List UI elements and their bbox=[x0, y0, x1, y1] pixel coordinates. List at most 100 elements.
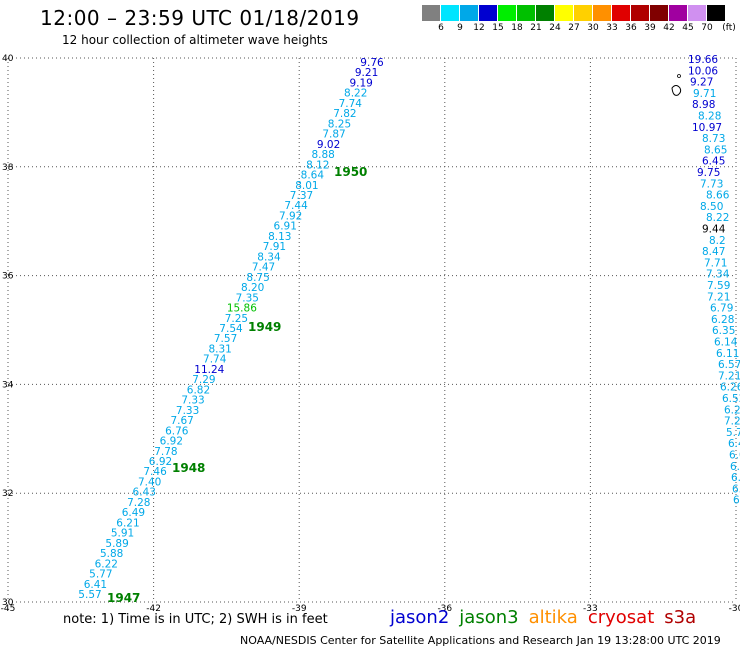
legend-swatch bbox=[517, 5, 535, 21]
wave-height-value: 6. bbox=[733, 495, 740, 507]
wave-height-value: 9.02 bbox=[317, 139, 340, 151]
wave-height-value: 8.75 bbox=[246, 272, 269, 284]
lat-lon-grid bbox=[7, 57, 737, 603]
wave-height-value: 6.14 bbox=[714, 337, 738, 349]
wave-height-value: 6.22 bbox=[95, 558, 118, 570]
legend-swatch bbox=[460, 5, 478, 21]
legend-label: 33 bbox=[606, 23, 618, 33]
wave-height-value: 7.33 bbox=[181, 395, 204, 407]
wave-height-value: 8.25 bbox=[328, 118, 351, 130]
wave-height-value: 7.82 bbox=[333, 108, 356, 120]
wave-height-value: 6.57 bbox=[718, 359, 740, 371]
satellite-legend: jason2 jason3 altika cryosat s3a bbox=[390, 607, 706, 628]
lon-tick-label: -33 bbox=[583, 604, 598, 614]
wave-height-value: 6.49 bbox=[122, 507, 145, 519]
wave-height-value: 8.73 bbox=[702, 133, 725, 145]
wave-height-value: 6. bbox=[731, 472, 740, 484]
wave-height-value: 8.12 bbox=[306, 159, 329, 171]
wave-height-value: 7.25 bbox=[225, 313, 248, 325]
wave-height-value: 9.75 bbox=[697, 167, 720, 179]
satellite-name: cryosat bbox=[587, 607, 655, 628]
legend-swatch bbox=[574, 5, 592, 21]
wave-height-value: 5.88 bbox=[100, 548, 123, 560]
island-outline bbox=[671, 85, 682, 96]
lat-tick-label: 36 bbox=[2, 272, 14, 282]
lon-tick-label: -45 bbox=[1, 604, 16, 614]
wave-height-value: 8.2 bbox=[709, 235, 726, 247]
satellite-name: altika bbox=[528, 607, 578, 628]
legend-label: 21 bbox=[530, 23, 542, 33]
satellite-name: jason2 bbox=[390, 607, 450, 628]
wave-height-value: 8.64 bbox=[301, 170, 325, 182]
map-subtitle: 12 hour collection of altimeter wave hei… bbox=[62, 33, 328, 47]
wave-height-value: 7.28 bbox=[127, 497, 150, 509]
wave-height-value: 7.54 bbox=[219, 323, 243, 335]
legend-label: 42 bbox=[663, 23, 675, 33]
legend-swatch bbox=[441, 5, 459, 21]
wave-height-value: 8.50 bbox=[700, 201, 723, 213]
wave-height-value: 7.57 bbox=[214, 333, 237, 345]
wave-height-value: 8.28 bbox=[698, 111, 721, 123]
wave-height-value: 7.37 bbox=[290, 190, 313, 202]
legend-swatch bbox=[593, 5, 611, 21]
axis-tick-labels: -45 -42 -39 -36 -33 -30 40 38 36 34 32 30 bbox=[1, 54, 740, 614]
satellite-name: jason3 bbox=[459, 607, 519, 628]
wave-height-value: 6.0 bbox=[729, 450, 740, 462]
wave-height-value: 7.47 bbox=[252, 262, 275, 274]
wave-height-value: 8.34 bbox=[257, 251, 281, 263]
wave-height-value: 9.76 bbox=[360, 57, 384, 69]
wave-height-value: 6. bbox=[730, 461, 740, 473]
wave-height-value: 8.31 bbox=[208, 343, 231, 355]
wave-height-value: 7.92 bbox=[279, 210, 302, 222]
wave-height-value: 7.74 bbox=[339, 98, 363, 110]
lon-tick-label: -30 bbox=[729, 604, 740, 614]
wave-height-value: 6.24 bbox=[724, 404, 740, 416]
wave-height-value: 6.26 bbox=[720, 382, 740, 394]
wave-height-value: 8.88 bbox=[311, 149, 334, 161]
lat-tick-label: 32 bbox=[2, 489, 13, 499]
lat-tick-label: 30 bbox=[2, 598, 14, 608]
time-label: 1950 bbox=[334, 165, 367, 179]
wave-height-value: 6.21 bbox=[116, 517, 139, 529]
wave-height-value: 11.24 bbox=[194, 364, 224, 376]
wave-height-value: 8.47 bbox=[702, 246, 725, 258]
time-label: 1948 bbox=[172, 461, 205, 475]
wave-height-value: 8.98 bbox=[692, 99, 715, 111]
wave-height-value: 7.71 bbox=[704, 257, 727, 269]
wave-height-value: 5.57 bbox=[78, 589, 101, 601]
lon-tick-label: -39 bbox=[292, 604, 307, 614]
wave-height-value: 7.29 bbox=[192, 374, 215, 386]
wave-height-value: 7.33 bbox=[176, 405, 199, 417]
wave-height-value: 10.06 bbox=[688, 65, 718, 77]
legend-unit: (ft) bbox=[722, 23, 736, 33]
wave-height-value: 7.21 bbox=[718, 370, 740, 382]
wave-height-value: 6.92 bbox=[149, 456, 172, 468]
wave-height-value: 6.11 bbox=[716, 348, 739, 360]
legend-swatch bbox=[536, 5, 554, 21]
wave-height-value: 9.27 bbox=[690, 77, 713, 89]
legend-swatch bbox=[631, 5, 649, 21]
wave-height-value: 5.77 bbox=[89, 569, 112, 581]
satellite-tracks: 5.576.415.776.225.885.895.916.216.497.28… bbox=[78, 54, 740, 605]
wave-height-value: 8.65 bbox=[704, 144, 727, 156]
wave-height-value: 7.78 bbox=[154, 446, 177, 458]
legend-label: 36 bbox=[625, 23, 637, 33]
wave-height-value: 9.19 bbox=[349, 77, 372, 89]
wave-height-value: 7.2 bbox=[724, 416, 740, 428]
legend-swatch bbox=[688, 5, 706, 21]
wave-height-value: 7.21 bbox=[707, 291, 730, 303]
wave-height-value: 9.21 bbox=[355, 67, 378, 79]
legend-swatch bbox=[650, 5, 668, 21]
legend-label: 12 bbox=[473, 23, 485, 33]
wave-height-value: 19.66 bbox=[688, 54, 718, 66]
wave-height-value: 7.91 bbox=[263, 241, 286, 253]
wave-height-value: 5.7 bbox=[726, 427, 740, 439]
footnote: note: 1) Time is in UTC; 2) SWH is in fe… bbox=[63, 612, 328, 627]
wave-height-value: 15.86 bbox=[227, 303, 257, 315]
legend-swatch bbox=[612, 5, 630, 21]
lon-tick-label: -36 bbox=[437, 604, 452, 614]
wave-height-value: 7.59 bbox=[707, 280, 730, 292]
wave-height-value: 8.20 bbox=[241, 282, 264, 294]
wave-height-value: 8.22 bbox=[706, 212, 729, 224]
wave-height-value: 6.92 bbox=[160, 436, 183, 448]
